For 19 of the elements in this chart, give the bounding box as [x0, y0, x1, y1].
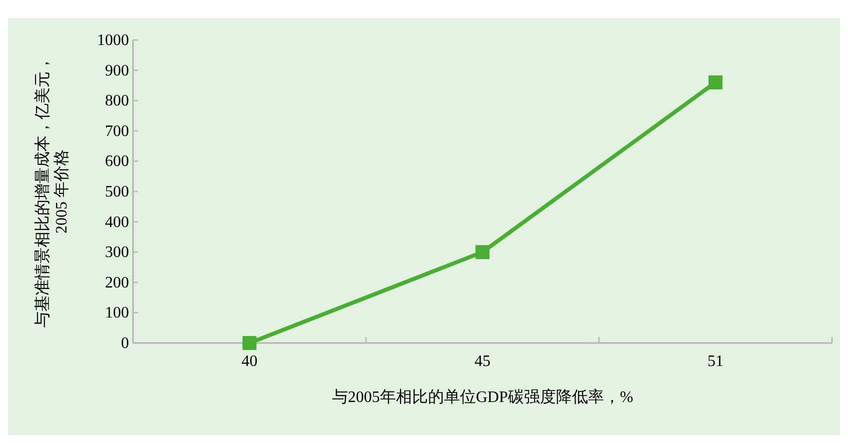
y-tick-label: 1000: [97, 32, 129, 49]
x-tick-label: 51: [708, 353, 724, 370]
y-tick-label: 700: [105, 122, 129, 140]
y-tick-label: 600: [105, 153, 129, 170]
point: [708, 75, 722, 90]
y-tick-label: 400: [105, 214, 129, 231]
y-tick-label: 100: [105, 304, 129, 322]
y-tick-label: 0: [121, 335, 129, 352]
y-tick-label: 200: [105, 274, 129, 292]
y-tick-label: 500: [105, 184, 129, 200]
x-axis-title: 与2005年相比的单位GDP碳强度降低率，%: [332, 388, 634, 406]
y-axis-title: 与基准情景相比的增量成本，亿美元，2005 年价格: [34, 56, 70, 328]
x-tick-label: 40: [242, 353, 258, 370]
point: [476, 245, 490, 260]
x-tick-label: 45: [474, 353, 490, 370]
y-tick-label: 900: [105, 62, 129, 80]
point: [242, 336, 256, 350]
y-tick-label: 300: [105, 244, 129, 262]
y-tick-label: 800: [105, 92, 129, 110]
